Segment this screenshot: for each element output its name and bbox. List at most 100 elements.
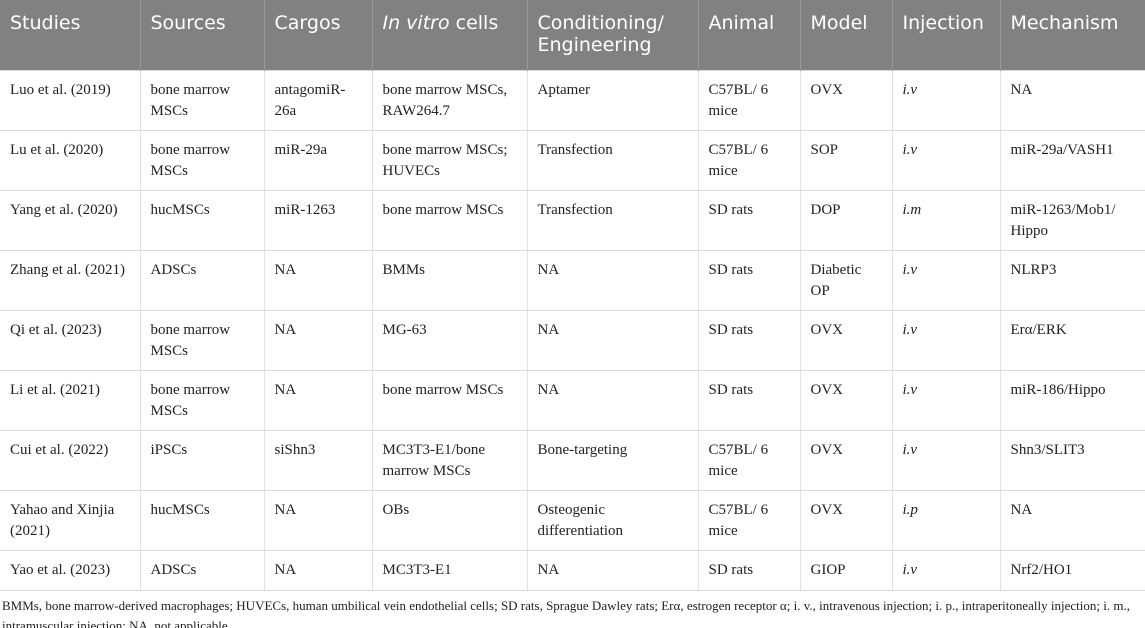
- table-cell: bone marrow MSCs; HUVECs: [371, 130, 527, 191]
- table-cell: bone marrow MSCs: [139, 370, 264, 431]
- table-cell: Transfection: [526, 130, 698, 191]
- table-cell: Osteogenic differentiation: [526, 490, 698, 551]
- table-cell: C57BL/ 6 mice: [697, 70, 800, 131]
- table-row: Lu et al. (2020) bone marrow MSCs miR-29a b…: [0, 130, 1145, 191]
- table-cell: Diabetic OP: [799, 250, 892, 311]
- table-cell: i.v: [891, 250, 1000, 311]
- table-cell: SD rats: [697, 550, 800, 591]
- table-cell: NA: [526, 550, 698, 591]
- table-cell: Yang et al. (2020): [0, 190, 140, 251]
- table-cell: Yahao and Xinjia (2021): [0, 490, 140, 551]
- table-cell: NA: [526, 310, 698, 371]
- table-cell: i.v: [891, 430, 1000, 491]
- table-cell: NA: [263, 550, 372, 591]
- column-header: Conditioning/ Engineering: [526, 0, 698, 71]
- column-header: Mechanism: [999, 0, 1145, 71]
- header-row: Studies Sources Cargos In vitro cells Condit…: [0, 0, 1145, 71]
- table-cell: C57BL/ 6 mice: [697, 490, 800, 551]
- table-cell: Lu et al. (2020): [0, 130, 140, 191]
- table-cell: SOP: [799, 130, 892, 191]
- table-cell: miR-1263/Mob1/ Hippo: [999, 190, 1145, 251]
- column-header: In vitro cells: [371, 0, 527, 71]
- table-cell: Shn3/SLIT3: [999, 430, 1145, 491]
- table-cell: NA: [263, 310, 372, 371]
- table-row: Yahao and Xinjia (2021) hucMSCs NA OBs Osteo…: [0, 490, 1145, 551]
- table-cell: iPSCs: [139, 430, 264, 491]
- table-cell: i.v: [891, 130, 1000, 191]
- table-cell: Yao et al. (2023): [0, 550, 140, 591]
- table-cell: NA: [526, 370, 698, 431]
- table-cell: DOP: [799, 190, 892, 251]
- table-cell: bone marrow MSCs: [139, 310, 264, 371]
- column-header: Studies: [0, 0, 140, 71]
- table-cell: Erα/ERK: [999, 310, 1145, 371]
- table-body: Luo et al. (2019) bone marrow MSCs antagom…: [0, 70, 1145, 591]
- table-cell: Aptamer: [526, 70, 698, 131]
- footnote: BMMs, bone marrow-derived macrophages; H…: [2, 597, 1130, 628]
- table-cell: miR-186/Hippo: [999, 370, 1145, 431]
- table-cell: OVX: [799, 70, 892, 131]
- table-cell: miR-29a: [263, 130, 372, 191]
- table-cell: bone marrow MSCs: [139, 70, 264, 131]
- table-cell: NA: [263, 370, 372, 431]
- column-header: Sources: [139, 0, 264, 71]
- table-cell: ADSCs: [139, 250, 264, 311]
- table-cell: bone marrow MSCs: [139, 130, 264, 191]
- table-cell: NA: [999, 70, 1145, 131]
- table-cell: MC3T3-E1: [371, 550, 527, 591]
- table-row: Cui et al. (2022) iPSCs siShn3 MC3T3-E1/bon…: [0, 430, 1145, 491]
- table-cell: antagomiR-26a: [263, 70, 372, 131]
- table-row: Luo et al. (2019) bone marrow MSCs antagom…: [0, 70, 1145, 131]
- table-cell: OVX: [799, 430, 892, 491]
- table-row: Yang et al. (2020) hucMSCs miR-1263 bone ma…: [0, 190, 1145, 251]
- table-cell: NLRP3: [999, 250, 1145, 311]
- column-header: Cargos: [263, 0, 372, 71]
- table-cell: NA: [999, 490, 1145, 551]
- column-header: Injection: [891, 0, 1000, 71]
- table-cell: bone marrow MSCs, RAW264.7: [371, 70, 527, 131]
- table-cell: Cui et al. (2022): [0, 430, 140, 491]
- table-row: Li et al. (2021) bone marrow MSCs NA bone m…: [0, 370, 1145, 431]
- header-italic: In vitro: [382, 12, 450, 34]
- column-header: Animal: [697, 0, 800, 71]
- table-cell: MG-63: [371, 310, 527, 371]
- table-cell: i.m: [891, 190, 1000, 251]
- table-cell: Nrf2/HO1: [999, 550, 1145, 591]
- column-header: Model: [799, 0, 892, 71]
- table-row: Zhang et al. (2021) ADSCs NA BMMs NA SD rats D…: [0, 250, 1145, 311]
- table-cell: siShn3: [263, 430, 372, 491]
- header-text: cells: [455, 12, 499, 34]
- table-cell: NA: [263, 490, 372, 551]
- table-cell: Qi et al. (2023): [0, 310, 140, 371]
- table-cell: SD rats: [697, 190, 800, 251]
- table-cell: OVX: [799, 370, 892, 431]
- table-cell: NA: [526, 250, 698, 311]
- data-table: Studies Sources Cargos In vitro cells Condit…: [0, 0, 1145, 591]
- table-row: Yao et al. (2023) ADSCs NA MC3T3-E1 NA SD rat…: [0, 550, 1145, 591]
- table-cell: Transfection: [526, 190, 698, 251]
- table-cell: Bone-targeting: [526, 430, 698, 491]
- table-cell: hucMSCs: [139, 490, 264, 551]
- table-cell: SD rats: [697, 310, 800, 371]
- table-cell: Zhang et al. (2021): [0, 250, 140, 311]
- table-cell: bone marrow MSCs: [371, 190, 527, 251]
- table-cell: Li et al. (2021): [0, 370, 140, 431]
- table-cell: OVX: [799, 310, 892, 371]
- table-row: Qi et al. (2023) bone marrow MSCs NA MG-63 N…: [0, 310, 1145, 371]
- table-cell: GIOP: [799, 550, 892, 591]
- table-cell: NA: [263, 250, 372, 311]
- table-cell: C57BL/ 6 mice: [697, 430, 800, 491]
- table-cell: Luo et al. (2019): [0, 70, 140, 131]
- table-cell: i.v: [891, 550, 1000, 591]
- table-cell: bone marrow MSCs: [371, 370, 527, 431]
- table-cell: i.v: [891, 70, 1000, 131]
- table-cell: SD rats: [697, 370, 800, 431]
- table-cell: hucMSCs: [139, 190, 264, 251]
- table-cell: i.v: [891, 370, 1000, 431]
- table-cell: C57BL/ 6 mice: [697, 130, 800, 191]
- table-cell: BMMs: [371, 250, 527, 311]
- table-cell: MC3T3-E1/bone marrow MSCs: [371, 430, 527, 491]
- table-cell: OBs: [371, 490, 527, 551]
- table-cell: i.p: [891, 490, 1000, 551]
